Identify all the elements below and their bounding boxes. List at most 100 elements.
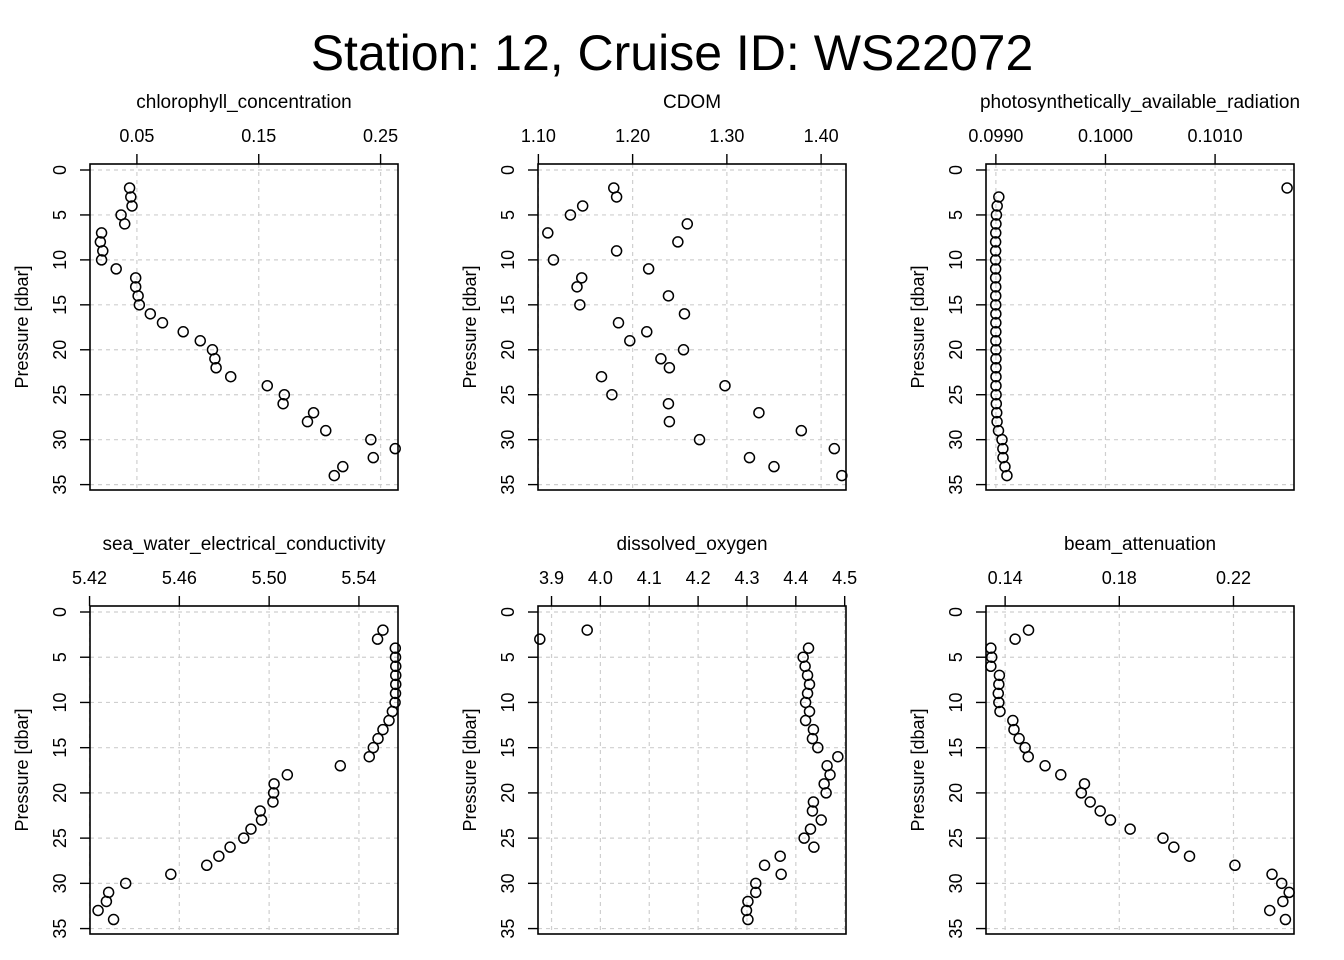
data-point [1281,182,1293,194]
data-point [990,379,1002,392]
data-point [365,433,377,446]
data-point [574,299,586,311]
y-tick-label: 25 [946,385,966,405]
y-tick-label: 0 [946,607,966,617]
y-tick-label: 10 [498,692,518,712]
data-point [768,460,780,473]
data-point [1266,868,1278,881]
data-point [209,353,221,365]
data-point [798,832,810,844]
data-point [1001,469,1013,482]
data-point [990,397,1003,410]
data-point [985,651,998,663]
data-point [92,904,104,917]
data-point [261,379,274,392]
data-point [389,651,402,663]
data-point [642,263,655,275]
data-point [377,723,389,736]
data-point [990,353,1002,365]
data-point [990,335,1002,347]
data-point [641,326,653,338]
data-point [1124,823,1136,835]
y-tick-label: 30 [50,873,70,893]
data-point [213,850,225,862]
data-point [989,272,1002,284]
data-point [389,687,402,700]
panel-sea_water_electrical_conductivity: sea_water_electrical_conductivity 5.42 5.4… [12,534,402,939]
data-point [693,433,706,446]
data-point [802,642,815,654]
panel-chlorophyll_concentration: chlorophyll_concentration 0.05 0.15 0.25 0 5 1… [12,92,401,495]
data-point [815,814,827,826]
data-point [750,877,762,890]
y-tick-label: 35 [498,919,518,939]
data-point [268,778,280,790]
y-tick-label: 10 [946,250,966,270]
data-point [989,236,1002,248]
data-point [990,317,1002,329]
y-tick-label: 15 [946,295,966,315]
data-point [990,281,1002,293]
data-point [1183,850,1196,862]
data-point [990,326,1002,338]
data-point [993,696,1005,709]
data-point [990,362,1002,374]
y-tick-label: 35 [946,475,966,495]
data-point [390,669,402,682]
x-tick-label: 5.42 [72,568,107,588]
data-point [328,469,341,482]
data-point [807,796,820,808]
panels: chlorophyll_concentration 0.05 0.15 0.25 0 5 1… [12,92,1300,939]
data-point [1157,832,1169,844]
data-point [1009,633,1021,645]
panel-title: chlorophyll_concentration [136,92,351,113]
x-tick-label: 5.54 [341,568,376,588]
data-point [165,868,177,881]
data-point [990,344,1002,356]
data-point [990,218,1002,230]
x-tick-label: 1.20 [615,126,650,146]
x-tick-label: 0.22 [1216,568,1251,588]
x-tick-label: 5.46 [162,568,197,588]
data-point [133,299,146,311]
data-point [799,714,812,727]
y-tick-label: 15 [50,738,70,758]
data-point [989,254,1002,266]
plot-frame [89,605,399,935]
data-point [107,913,120,926]
data-point [390,678,402,691]
x-tick-label: 0.14 [988,568,1023,588]
data-point [993,669,1006,682]
data-point [320,424,332,437]
data-point [681,218,694,230]
data-point [750,886,762,899]
data-point [758,859,771,872]
y-tick-label: 25 [498,828,518,848]
data-point [337,460,349,473]
data-point [97,245,109,257]
data-point [100,895,113,908]
data-point [804,823,817,835]
data-point [1084,796,1096,808]
data-point [238,832,250,844]
data-point [1008,723,1020,736]
data-point [564,209,577,221]
data-point [1229,859,1241,872]
data-point [990,290,1002,302]
data-point [610,245,623,257]
data-point [655,353,667,365]
y-tick-label: 30 [50,430,70,450]
x-tick-label: 3.9 [539,568,564,588]
y-tick-label: 25 [50,828,70,848]
y-tick-label: 10 [946,692,966,712]
x-tick-label: 0.1010 [1188,126,1243,146]
data-point [383,714,395,727]
data-point [390,660,402,673]
data-point [828,442,841,455]
data-point [1022,624,1035,636]
data-point [806,732,819,745]
x-tick-label: 0.05 [119,126,154,146]
data-point [719,379,731,392]
y-tick-label: 5 [50,652,70,662]
